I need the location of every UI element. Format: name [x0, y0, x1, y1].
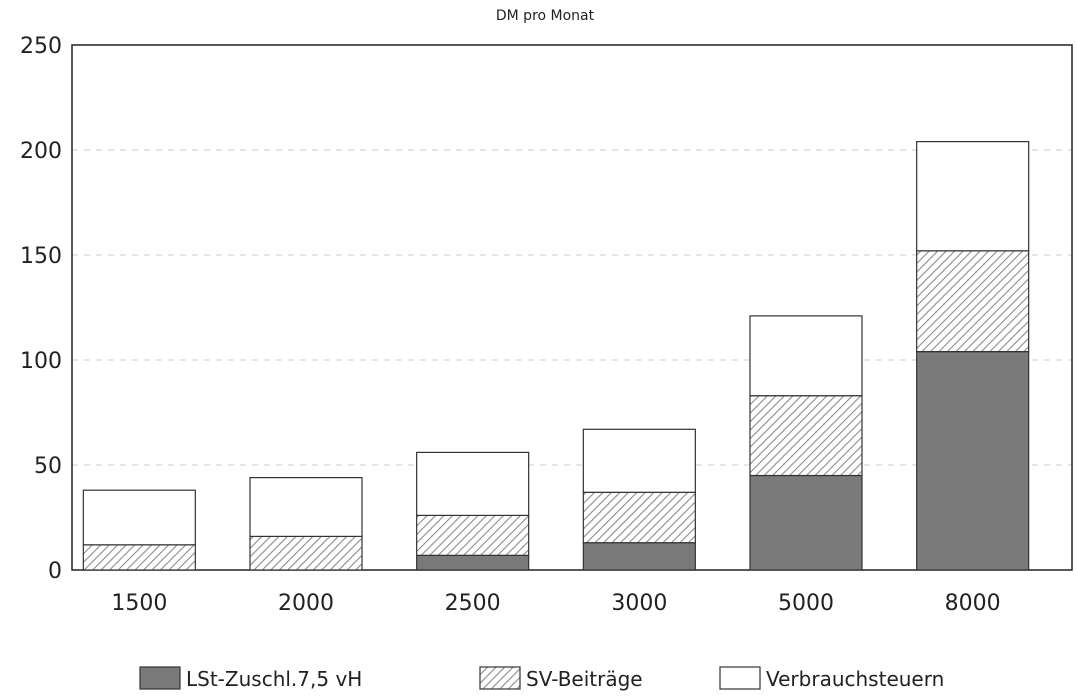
bar-segment	[749, 315, 863, 397]
bar-segment	[749, 474, 863, 571]
plot-frame	[71, 44, 1073, 571]
bar-segment	[582, 542, 696, 571]
bar-segment	[582, 428, 696, 493]
bar-segment	[82, 489, 196, 546]
y-tick-label: 100	[20, 349, 62, 374]
y-tick-label: 250	[20, 34, 62, 59]
bar-segment	[916, 351, 1030, 571]
legend-swatch	[479, 666, 521, 690]
bar-segment	[249, 535, 363, 571]
bar-segment	[582, 491, 696, 544]
bar-segment	[416, 451, 530, 516]
y-tick-label: 150	[20, 244, 62, 269]
x-tick-label: 5000	[778, 591, 834, 616]
bar-segment	[249, 477, 363, 538]
legend-label: SV-Beiträge	[526, 667, 643, 691]
y-tick-label: 50	[34, 454, 62, 479]
legend-swatch	[139, 666, 181, 690]
chart-title: DM pro Monat	[496, 8, 595, 24]
legend-swatch	[719, 666, 761, 690]
bar-segment	[916, 250, 1030, 353]
x-tick-label: 2000	[278, 591, 334, 616]
bar-segment	[749, 395, 863, 477]
x-tick-label: 2500	[445, 591, 501, 616]
x-tick-label: 1500	[111, 591, 167, 616]
bar-segment	[416, 554, 530, 571]
legend-label: LSt-Zuschl.7,5 vH	[186, 667, 362, 691]
y-tick-label: 200	[20, 139, 62, 164]
bar-segment	[416, 514, 530, 556]
x-tick-label: 3000	[611, 591, 667, 616]
bar-segment	[82, 544, 196, 571]
y-tick-label: 0	[48, 559, 62, 584]
x-tick-label: 8000	[945, 591, 1001, 616]
legend-label: Verbrauchsteuern	[766, 667, 944, 691]
bar-segment	[916, 141, 1030, 252]
